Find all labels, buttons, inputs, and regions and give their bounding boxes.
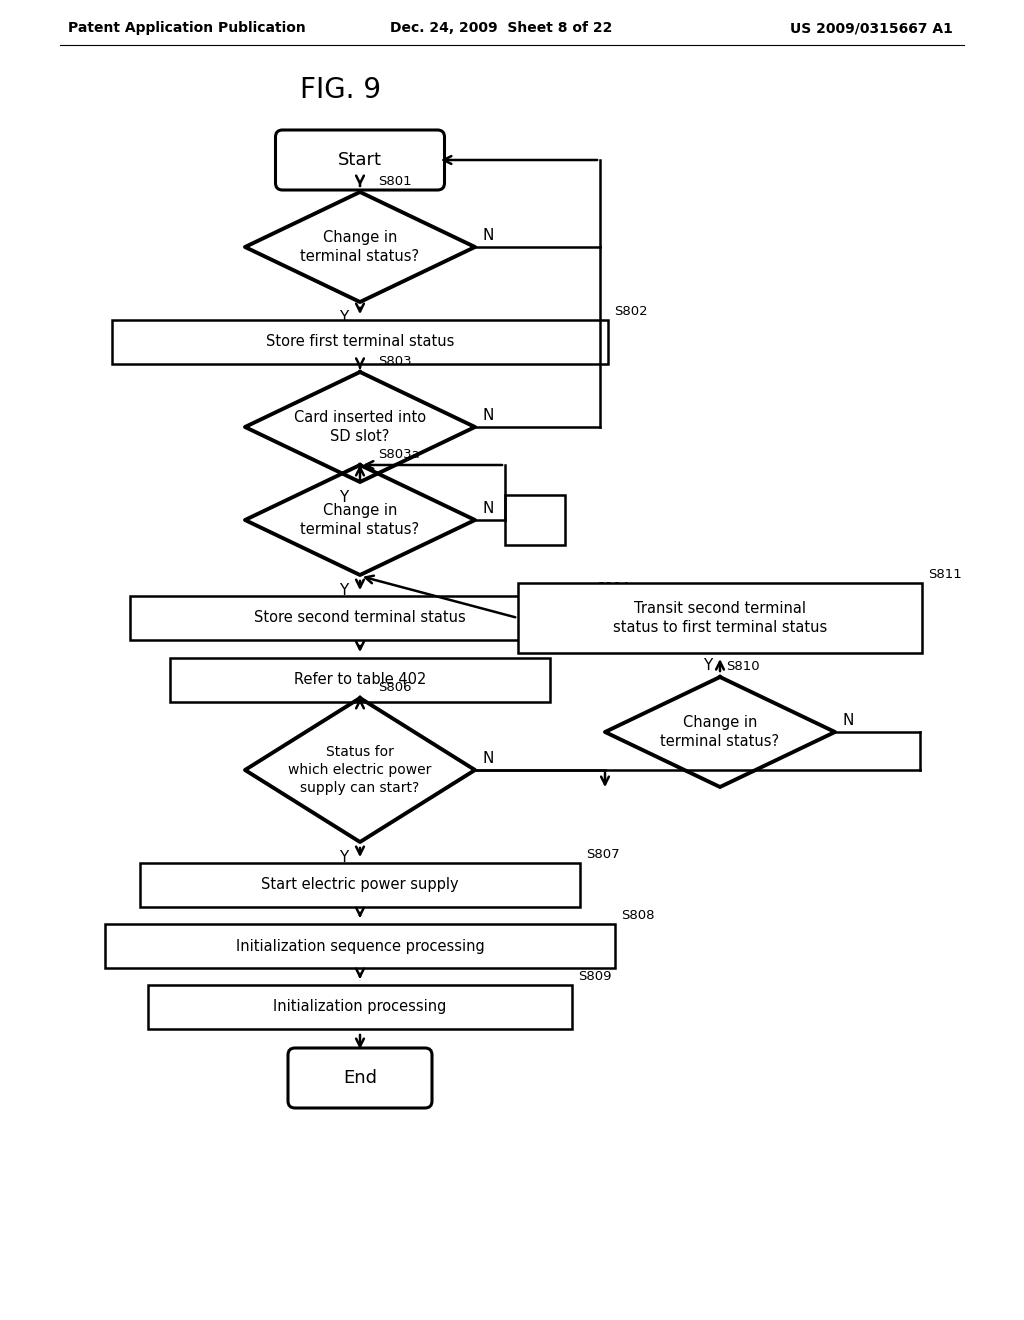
Bar <box>148 985 572 1030</box>
Bar <box>130 597 590 640</box>
Text: Change in
terminal status?: Change in terminal status? <box>660 714 779 750</box>
Text: S808: S808 <box>621 909 654 921</box>
Bar <box>505 495 565 545</box>
Text: S810: S810 <box>726 660 760 673</box>
Text: S801: S801 <box>378 176 412 187</box>
Text: Start electric power supply: Start electric power supply <box>261 878 459 892</box>
Text: Change in
terminal status?: Change in terminal status? <box>300 503 420 537</box>
Text: Initialization processing: Initialization processing <box>273 999 446 1015</box>
Text: Y: Y <box>339 490 348 506</box>
Text: Initialization sequence processing: Initialization sequence processing <box>236 939 484 953</box>
Text: Start: Start <box>338 150 382 169</box>
Text: S804: S804 <box>596 581 630 594</box>
Bar <box>112 319 608 364</box>
Text: Status for
which electric power
supply can start?: Status for which electric power supply c… <box>289 744 432 796</box>
Text: Dec. 24, 2009  Sheet 8 of 22: Dec. 24, 2009 Sheet 8 of 22 <box>390 21 612 36</box>
Text: US 2009/0315667 A1: US 2009/0315667 A1 <box>790 21 953 36</box>
Text: Card inserted into
SD slot?: Card inserted into SD slot? <box>294 409 426 445</box>
Polygon shape <box>245 372 475 482</box>
Text: S805: S805 <box>556 643 590 656</box>
Polygon shape <box>245 465 475 576</box>
Text: N: N <box>483 751 495 766</box>
Text: N: N <box>843 713 854 729</box>
Polygon shape <box>245 191 475 302</box>
Text: Refer to table 402: Refer to table 402 <box>294 672 426 688</box>
Polygon shape <box>245 698 475 842</box>
Bar <box>170 657 550 702</box>
Text: FIG. 9: FIG. 9 <box>300 77 381 104</box>
Bar <box>140 863 580 907</box>
Text: Y: Y <box>339 850 348 865</box>
Bar <box>518 583 922 653</box>
Text: Y: Y <box>339 583 348 598</box>
Text: S811: S811 <box>928 568 962 581</box>
Text: S803: S803 <box>378 355 412 368</box>
Text: Store second terminal status: Store second terminal status <box>254 610 466 626</box>
Bar <box>105 924 615 968</box>
FancyBboxPatch shape <box>275 129 444 190</box>
Polygon shape <box>605 677 835 787</box>
FancyBboxPatch shape <box>288 1048 432 1107</box>
Text: S806: S806 <box>378 681 412 694</box>
Text: Y: Y <box>702 657 712 673</box>
Text: N: N <box>483 502 495 516</box>
Text: Transit second terminal
status to first terminal status: Transit second terminal status to first … <box>613 601 827 635</box>
Text: N: N <box>483 408 495 422</box>
Text: S807: S807 <box>586 847 620 861</box>
Text: End: End <box>343 1069 377 1086</box>
Text: Y: Y <box>339 310 348 325</box>
Text: Patent Application Publication: Patent Application Publication <box>68 21 306 36</box>
Text: S803a: S803a <box>378 447 420 461</box>
Text: Change in
terminal status?: Change in terminal status? <box>300 230 420 264</box>
Text: N: N <box>483 228 495 243</box>
Text: S802: S802 <box>614 305 647 318</box>
Text: S809: S809 <box>578 970 611 983</box>
Text: Store first terminal status: Store first terminal status <box>266 334 455 350</box>
